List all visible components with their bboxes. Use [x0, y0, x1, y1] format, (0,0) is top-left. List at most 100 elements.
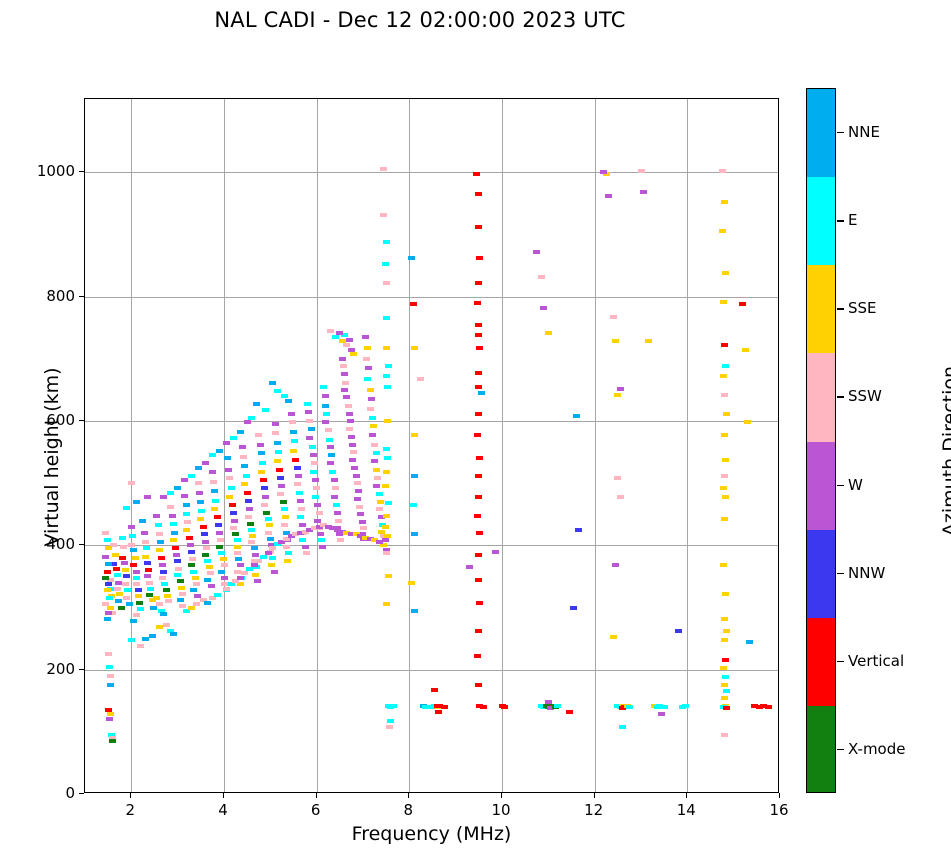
colorbar-tick: [837, 220, 844, 222]
echo-mark: [475, 333, 483, 338]
echo-mark: [357, 534, 365, 538]
echo-mark: [270, 569, 278, 574]
echo-mark: [107, 605, 114, 610]
echo-mark: [244, 515, 252, 520]
echo-mark: [475, 225, 483, 230]
echo-mark: [309, 470, 317, 474]
echo-mark: [375, 507, 383, 512]
echo-mark: [109, 736, 117, 741]
echo-mark: [296, 530, 304, 535]
colorbar-label-nne: NNE: [848, 123, 880, 142]
echo-mark: [124, 588, 132, 593]
echo-mark: [314, 518, 322, 523]
echo-mark: [383, 456, 391, 461]
echo-mark: [122, 568, 130, 573]
echo-mark: [440, 705, 448, 709]
echo-mark: [364, 345, 372, 350]
colorbar-title: Azimuth Direction: [939, 365, 951, 537]
echo-mark: [102, 530, 110, 535]
echo-mark: [242, 473, 250, 478]
x-axis-tick: [779, 793, 780, 798]
echo-mark: [183, 527, 191, 532]
echo-mark: [197, 499, 205, 504]
echo-mark: [189, 557, 196, 561]
echo-mark: [575, 527, 582, 532]
echo-mark: [236, 575, 244, 580]
echo-mark: [605, 194, 613, 198]
echo-mark: [296, 515, 304, 520]
echo-mark: [322, 420, 330, 425]
echo-mark: [474, 513, 482, 518]
echo-mark: [160, 494, 168, 499]
y-axis-tick: [79, 668, 84, 670]
echo-mark: [475, 494, 483, 499]
echo-mark: [371, 538, 379, 543]
echo-mark: [382, 240, 390, 244]
echo-mark: [721, 658, 729, 663]
echo-mark: [475, 683, 483, 688]
echo-mark: [195, 481, 202, 486]
colorbar-label-ssw: SSW: [848, 387, 882, 406]
colorbar-tick: [837, 308, 844, 310]
echo-mark: [225, 467, 233, 472]
echo-mark: [475, 411, 483, 416]
x-axis-tick-label: 12: [584, 801, 604, 819]
echo-mark: [160, 569, 168, 574]
echo-mark: [250, 563, 258, 568]
echo-mark: [188, 549, 196, 554]
echo-mark: [741, 347, 749, 352]
echo-mark: [417, 376, 425, 381]
echo-mark: [491, 549, 499, 554]
echo-mark: [262, 407, 270, 412]
echo-mark: [232, 579, 240, 584]
echo-mark: [192, 602, 200, 607]
echo-mark: [155, 625, 163, 630]
echo-mark: [219, 557, 227, 561]
echo-mark: [169, 538, 177, 543]
echo-mark: [382, 513, 390, 518]
echo-mark: [248, 415, 256, 420]
echo-mark: [373, 484, 381, 489]
echo-mark: [264, 530, 272, 535]
echo-mark: [327, 461, 335, 466]
echo-mark: [103, 588, 111, 593]
echo-mark: [269, 546, 277, 551]
y-axis-tick-label: 800: [46, 286, 75, 305]
echo-mark: [383, 419, 391, 423]
echo-mark: [723, 689, 731, 694]
y-axis-tick-label: 400: [46, 535, 75, 554]
echo-mark: [132, 581, 140, 586]
echo-mark: [116, 591, 124, 596]
echo-mark: [188, 563, 196, 568]
echo-mark: [104, 708, 112, 713]
colorbar-label-vertical: Vertical: [848, 651, 905, 670]
echo-mark: [385, 364, 392, 369]
echo-mark: [723, 411, 731, 416]
echo-mark: [355, 504, 363, 509]
echo-mark: [612, 339, 619, 344]
echo-mark: [283, 544, 290, 549]
colorbar-tick: [837, 132, 844, 134]
colorbar-tick: [837, 660, 844, 663]
gridline-vertical: [131, 99, 133, 792]
echo-mark: [656, 703, 663, 708]
echo-mark: [306, 436, 314, 441]
echo-mark: [280, 523, 288, 528]
echo-mark: [477, 391, 485, 395]
echo-mark: [150, 605, 158, 610]
echo-mark: [148, 598, 156, 602]
echo-mark: [199, 524, 207, 529]
echo-mark: [411, 473, 419, 478]
echo-mark: [547, 706, 555, 711]
echo-mark: [721, 457, 729, 462]
echo-mark: [375, 492, 383, 497]
echo-mark: [281, 515, 289, 520]
echo-mark: [183, 512, 191, 517]
echo-mark: [658, 712, 666, 717]
echo-mark: [365, 366, 373, 371]
echo-mark: [308, 445, 316, 450]
echo-mark: [167, 504, 175, 509]
echo-mark: [310, 461, 318, 466]
echo-mark: [146, 580, 154, 585]
echo-mark: [279, 499, 287, 504]
